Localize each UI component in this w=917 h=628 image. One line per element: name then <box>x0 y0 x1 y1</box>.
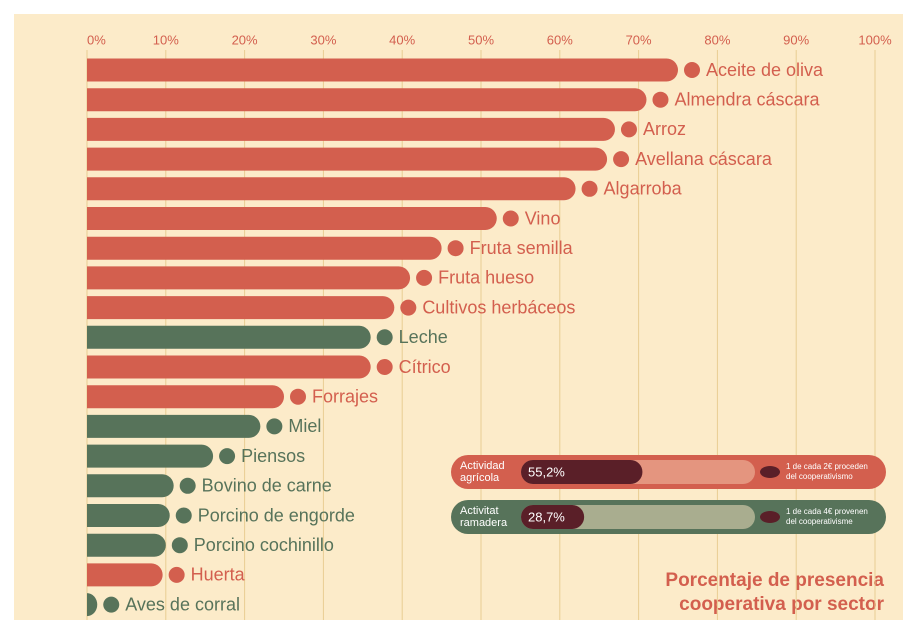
icon <box>266 418 283 435</box>
icon <box>400 299 417 316</box>
icon <box>502 210 519 227</box>
icon <box>652 91 669 108</box>
icon <box>684 62 700 78</box>
bar <box>87 414 261 438</box>
x-tick-label: 20% <box>232 32 258 47</box>
icon <box>376 329 393 346</box>
bar <box>87 88 647 112</box>
bar-label: Aceite de oliva <box>706 60 824 80</box>
icon <box>219 448 236 465</box>
bar <box>87 147 608 171</box>
bar-label: Fruta hueso <box>438 268 534 288</box>
bar <box>87 355 371 379</box>
x-tick-label: 40% <box>389 32 415 47</box>
x-tick-label: 100% <box>858 32 892 47</box>
summary-note: 1 de cada 4€ provenen <box>786 507 868 516</box>
x-tick-label: 50% <box>468 32 494 47</box>
icon <box>447 240 464 257</box>
summary-name: ramadera <box>460 517 508 529</box>
bar <box>87 563 163 587</box>
x-tick-label: 0% <box>87 32 106 47</box>
icon <box>103 596 120 613</box>
bar-label: Porcino cochinillo <box>194 535 334 555</box>
icon <box>581 180 598 197</box>
summary-bar <box>521 460 643 484</box>
icon <box>290 388 306 405</box>
bar-label: Avellana cáscara <box>635 149 773 169</box>
bar-label: Leche <box>399 327 448 347</box>
bar <box>87 533 166 557</box>
bar-label: Miel <box>288 416 321 436</box>
bar-label: Huerta <box>191 565 246 585</box>
summary-icon <box>760 511 780 523</box>
bar <box>87 207 497 230</box>
bar <box>87 117 615 141</box>
icon <box>175 507 192 524</box>
bar-label: Cultivos herbáceos <box>422 297 575 317</box>
x-tick-label: 90% <box>783 32 809 47</box>
icon <box>620 121 637 138</box>
chart-title: Porcentaje de presencia <box>665 570 884 591</box>
bar-label: Aves de corral <box>125 594 240 614</box>
x-tick-label: 10% <box>153 32 179 47</box>
icon <box>376 359 393 375</box>
summary-icon <box>760 466 780 478</box>
bar-label: Arroz <box>643 119 686 139</box>
summary-name: Activitat <box>460 505 499 517</box>
summary-note: 1 de cada 2€ proceden <box>786 462 868 471</box>
summary-bar <box>521 505 585 529</box>
bar <box>87 325 371 349</box>
summary-note: del cooperativismo <box>786 472 853 481</box>
bar-label: Almendra cáscara <box>674 89 820 109</box>
bar-label: Cítrico <box>399 357 451 377</box>
summary-note: del cooperativisme <box>786 517 853 526</box>
chart-title: cooperativa por sector <box>679 594 884 615</box>
bar <box>87 593 98 617</box>
x-tick-label: 80% <box>704 32 730 47</box>
bar-label: Algarroba <box>604 179 683 199</box>
bar <box>87 236 442 260</box>
icon <box>171 537 188 554</box>
x-tick-label: 30% <box>310 32 336 47</box>
bar <box>87 177 576 201</box>
x-tick-label: 60% <box>547 32 573 47</box>
bar-label: Vino <box>525 208 561 228</box>
icon <box>613 151 630 168</box>
bar-label: Fruta semilla <box>470 238 574 258</box>
summary-name: agrícola <box>460 472 500 484</box>
bar-label: Forrajes <box>312 386 378 406</box>
bar-label: Bovino de carne <box>202 476 332 496</box>
bar-label: Porcino de engorde <box>198 505 355 525</box>
bar <box>87 444 214 468</box>
bar <box>87 58 678 82</box>
summary-value: 55,2% <box>528 464 565 479</box>
icon <box>179 477 196 494</box>
bar <box>87 504 170 527</box>
bar-label: Piensos <box>241 446 305 466</box>
bar <box>87 474 174 498</box>
summary-name: Actividad <box>460 460 505 472</box>
bar <box>87 266 411 290</box>
bar <box>87 385 284 409</box>
bar <box>87 296 395 320</box>
icon <box>168 566 185 583</box>
x-tick-label: 70% <box>626 32 652 47</box>
icon <box>416 269 433 286</box>
summary-value: 28,7% <box>528 509 565 524</box>
